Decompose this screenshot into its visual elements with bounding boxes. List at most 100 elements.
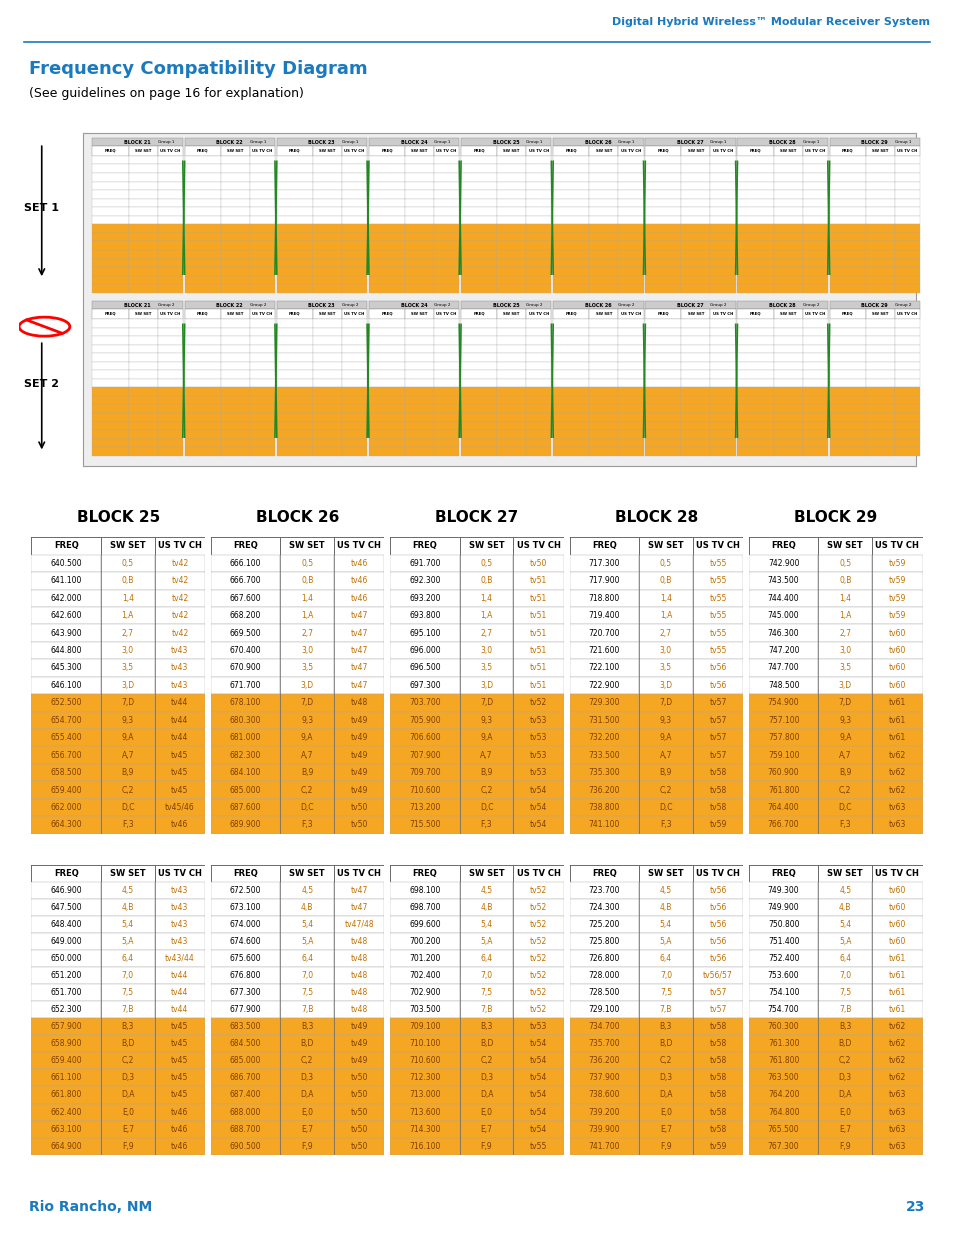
Bar (644, 319, 680, 327)
Text: 729.300: 729.300 (588, 698, 619, 708)
Bar (250, 216, 274, 225)
Bar (211, 694, 280, 711)
Bar (459, 864, 513, 882)
Bar (276, 430, 313, 438)
Bar (894, 241, 919, 249)
Bar (553, 430, 589, 438)
Text: Group 2: Group 2 (710, 303, 726, 308)
Text: B,9: B,9 (839, 768, 850, 777)
Bar (618, 275, 643, 284)
Bar (185, 190, 220, 199)
Text: tv54: tv54 (530, 1108, 547, 1116)
Bar (157, 447, 183, 456)
Bar (748, 915, 818, 932)
Bar (692, 555, 742, 572)
Bar (31, 799, 101, 816)
Bar (525, 284, 551, 293)
Text: 4,5: 4,5 (839, 885, 850, 894)
Bar (773, 258, 801, 267)
Bar (369, 267, 405, 275)
Bar (369, 353, 405, 362)
Bar (185, 430, 220, 438)
Text: FREQ: FREQ (841, 149, 853, 153)
Bar (801, 353, 827, 362)
Bar (280, 864, 334, 882)
Bar (101, 764, 154, 782)
Bar (513, 1002, 563, 1018)
Bar (639, 746, 692, 764)
Bar (280, 1120, 334, 1137)
Text: tv51: tv51 (530, 611, 547, 620)
Bar (220, 309, 250, 319)
Text: 642.000: 642.000 (51, 594, 82, 603)
Bar (553, 362, 589, 370)
Bar (864, 267, 894, 275)
Bar (154, 1052, 205, 1070)
Bar (589, 447, 618, 456)
Bar (185, 146, 220, 156)
Bar (369, 225, 405, 233)
Text: US TV CH: US TV CH (875, 541, 919, 551)
Bar (129, 379, 157, 388)
Text: tv59: tv59 (888, 559, 905, 568)
Bar (369, 258, 405, 267)
Bar (680, 404, 710, 412)
Bar (92, 327, 129, 336)
Text: 698.100: 698.100 (409, 885, 440, 894)
Bar (497, 241, 525, 249)
Bar (390, 677, 459, 694)
Bar (276, 379, 313, 388)
Bar (748, 1120, 818, 1137)
Text: E,0: E,0 (839, 1108, 850, 1116)
Text: E,0: E,0 (122, 1108, 133, 1116)
Text: tv50: tv50 (351, 1073, 368, 1082)
Bar (211, 799, 280, 816)
Text: 2,7: 2,7 (301, 629, 313, 637)
Bar (513, 606, 563, 625)
Text: 705.900: 705.900 (409, 716, 440, 725)
Bar (313, 345, 341, 353)
Bar (211, 984, 280, 1002)
Bar (748, 1137, 818, 1155)
Bar (513, 882, 563, 899)
Text: 747.200: 747.200 (767, 646, 799, 655)
Bar (92, 258, 129, 267)
Bar (460, 173, 497, 182)
Text: tv43: tv43 (172, 663, 189, 673)
Bar (211, 882, 280, 899)
Bar (569, 606, 639, 625)
Bar (280, 967, 334, 984)
Bar (801, 319, 827, 327)
Text: tv49: tv49 (351, 785, 368, 794)
Bar (692, 537, 742, 555)
Bar (220, 207, 250, 216)
Bar (829, 430, 864, 438)
Bar (525, 156, 551, 164)
Bar (31, 932, 101, 950)
Bar (129, 207, 157, 216)
Bar (250, 182, 274, 190)
Bar (250, 249, 274, 258)
Bar (313, 249, 341, 258)
Bar (553, 396, 589, 404)
Bar (434, 438, 458, 447)
Bar (154, 1104, 205, 1120)
Text: 703.700: 703.700 (409, 698, 440, 708)
Bar (211, 711, 280, 729)
Bar (589, 225, 618, 233)
Bar (459, 1002, 513, 1018)
Bar (589, 216, 618, 225)
Bar (313, 267, 341, 275)
Text: tv47: tv47 (351, 680, 368, 690)
Bar (280, 899, 334, 915)
Bar (157, 421, 183, 430)
Bar (553, 164, 589, 173)
Text: tv46: tv46 (172, 1108, 189, 1116)
Bar (31, 1104, 101, 1120)
Bar (644, 182, 680, 190)
Text: FREQ: FREQ (591, 868, 616, 878)
Bar (553, 438, 589, 447)
Bar (313, 182, 341, 190)
Bar (801, 438, 827, 447)
Bar (737, 379, 773, 388)
